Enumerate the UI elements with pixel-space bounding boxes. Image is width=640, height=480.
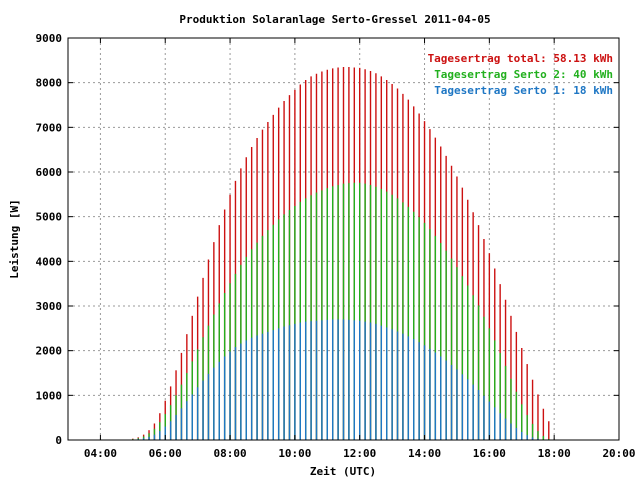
y-tick-label: 3000 (36, 300, 63, 313)
x-tick-label: 14:00 (408, 447, 441, 460)
legend-entry: Tagesertrag total: 58.13 kWh (428, 52, 613, 65)
y-tick-label: 5000 (36, 211, 63, 224)
legend-entry: Tagesertrag Serto 1: 18 kWh (434, 84, 613, 97)
y-tick-label: 6000 (36, 166, 63, 179)
legend-entry: Tagesertrag Serto 2: 40 kWh (434, 68, 613, 81)
y-tick-label: 9000 (36, 32, 63, 45)
legend: Tagesertrag total: 58.13 kWh Tagesertrag … (428, 52, 613, 97)
y-tick-label: 1000 (36, 389, 63, 402)
x-tick-label: 08:00 (213, 447, 246, 460)
chart-title: Produktion Solaranlage Serto-Gressel 201… (179, 13, 490, 26)
x-tick-label: 20:00 (602, 447, 635, 460)
y-tick-label: 2000 (36, 345, 63, 358)
x-tick-label: 06:00 (149, 447, 182, 460)
ticks: 04:00 06:00 08:00 10:00 12:00 14:00 16:00 18:00… (36, 32, 636, 460)
y-tick-label: 4000 (36, 255, 63, 268)
plot-frame (67, 37, 620, 441)
x-tick-label: 12:00 (343, 447, 376, 460)
x-tick-label: 16:00 (473, 447, 506, 460)
y-tick-label: 7000 (36, 121, 63, 134)
x-tick-label: 04:00 (84, 447, 117, 460)
x-tick-label: 18:00 (538, 447, 571, 460)
y-tick-label: 8000 (36, 77, 63, 90)
x-axis-label: Zeit (UTC) (310, 465, 376, 478)
y-tick-label: 0 (55, 434, 62, 447)
bars (132, 67, 550, 440)
x-tick-label: 10:00 (278, 447, 311, 460)
y-axis-label: Leistung [W] (8, 199, 21, 278)
